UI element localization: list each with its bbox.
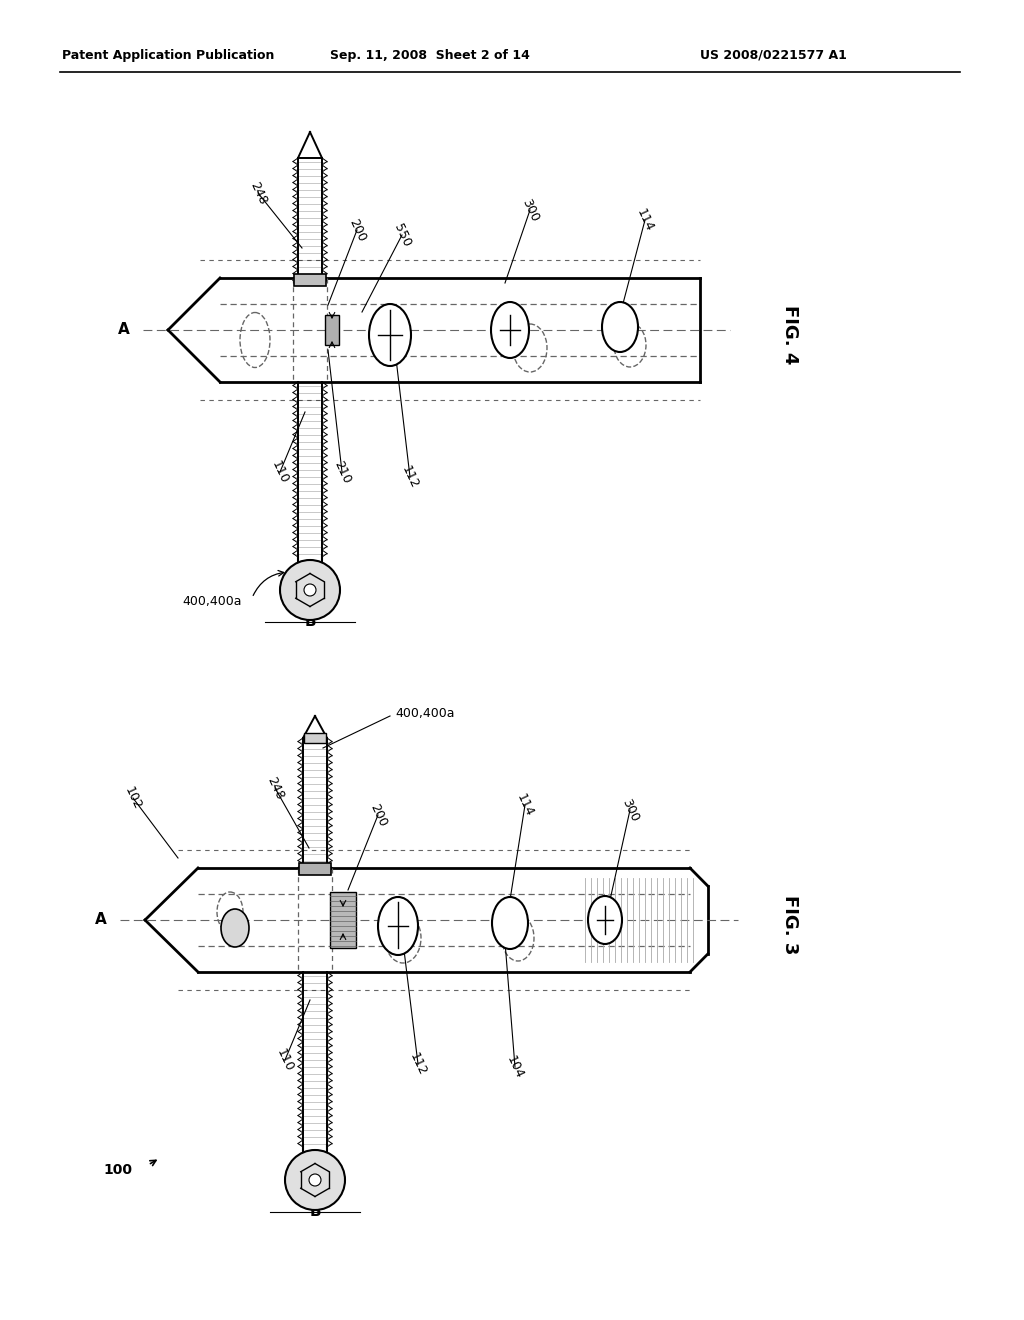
Text: 400,400a: 400,400a bbox=[395, 706, 455, 719]
Text: 200: 200 bbox=[346, 216, 368, 244]
Bar bbox=[294, 275, 326, 286]
Ellipse shape bbox=[369, 304, 411, 366]
Text: 112: 112 bbox=[408, 1051, 429, 1077]
Text: 300: 300 bbox=[519, 197, 541, 223]
Text: 100: 100 bbox=[103, 1163, 132, 1177]
Circle shape bbox=[285, 1150, 345, 1210]
Text: FIG. 3: FIG. 3 bbox=[781, 895, 799, 954]
Bar bbox=[299, 863, 331, 875]
Ellipse shape bbox=[588, 896, 622, 944]
Text: 400,400a: 400,400a bbox=[182, 595, 242, 609]
Text: Sep. 11, 2008  Sheet 2 of 14: Sep. 11, 2008 Sheet 2 of 14 bbox=[330, 49, 530, 62]
Text: 110: 110 bbox=[274, 1047, 296, 1073]
Bar bbox=[304, 733, 326, 743]
Text: US 2008/0221577 A1: US 2008/0221577 A1 bbox=[700, 49, 847, 62]
Text: 114: 114 bbox=[634, 206, 656, 234]
Text: 550: 550 bbox=[391, 222, 413, 248]
Text: 112: 112 bbox=[399, 463, 421, 491]
Ellipse shape bbox=[602, 302, 638, 352]
Ellipse shape bbox=[492, 898, 528, 949]
Text: 200: 200 bbox=[367, 801, 389, 829]
Circle shape bbox=[280, 560, 340, 620]
Text: FIG. 4: FIG. 4 bbox=[781, 305, 799, 364]
Text: A: A bbox=[95, 912, 106, 928]
Text: A: A bbox=[118, 322, 130, 338]
Bar bbox=[325, 315, 339, 345]
Text: 248: 248 bbox=[264, 775, 286, 801]
Text: B: B bbox=[304, 615, 315, 630]
Text: 210: 210 bbox=[331, 458, 353, 486]
Text: B: B bbox=[309, 1204, 321, 1220]
Text: Patent Application Publication: Patent Application Publication bbox=[62, 49, 274, 62]
Text: 300: 300 bbox=[620, 796, 641, 824]
Text: 248: 248 bbox=[247, 180, 269, 206]
Ellipse shape bbox=[378, 898, 418, 954]
Ellipse shape bbox=[221, 909, 249, 946]
Text: 110: 110 bbox=[269, 458, 291, 486]
Bar bbox=[330, 892, 356, 948]
Ellipse shape bbox=[490, 302, 529, 358]
Circle shape bbox=[309, 1173, 321, 1185]
Text: 104: 104 bbox=[504, 1053, 526, 1081]
Circle shape bbox=[304, 583, 316, 597]
Text: 114: 114 bbox=[514, 792, 536, 818]
Text: 102: 102 bbox=[122, 784, 144, 812]
